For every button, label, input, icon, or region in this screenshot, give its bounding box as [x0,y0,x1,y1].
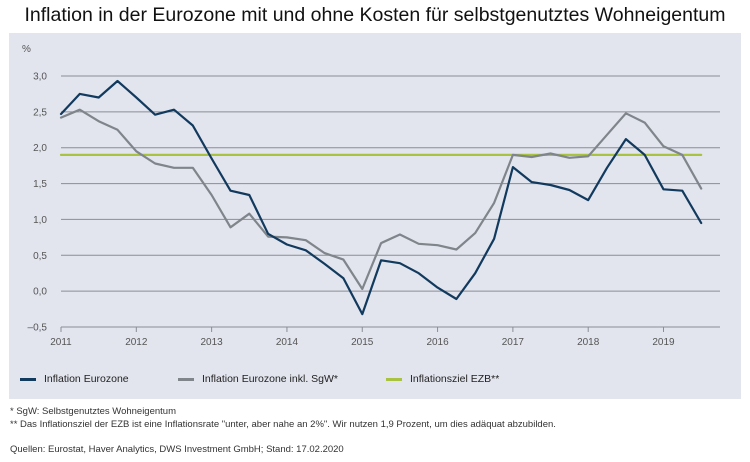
y-tick-label: 1,0 [33,215,47,226]
y-tick-label: 3,0 [33,72,47,83]
legend-label: Inflation Eurozone inkl. SgW* [202,373,338,385]
x-tick-label: 2014 [276,337,299,348]
legend-label: Inflationsziel EZB** [410,373,500,385]
y-tick-label: 2,5 [33,107,47,118]
x-tick-label: 2012 [125,337,148,348]
y-axis-unit: % [22,44,31,55]
x-tick-label: 2019 [652,337,675,348]
y-tick-label: 0,0 [33,287,47,298]
legend-swatch-gray [178,377,194,381]
legend-swatch-green [386,377,402,381]
legend-item-target: Inflationsziel EZB** [386,373,499,385]
legend-swatch-navy [20,377,36,381]
x-tick-label: 2017 [502,337,525,348]
y-tick-label: 2,0 [33,143,47,154]
footnote-1: * SgW: Selbstgenutztes Wohneigentum [10,406,176,417]
legend-item-inflation: Inflation Eurozone [20,373,129,385]
footnotes: * SgW: Selbstgenutztes Wohneigentum ** D… [10,405,745,431]
y-tick-label: –0,5 [28,323,48,334]
series-line-inflation [59,79,703,316]
y-tick-label: 1,5 [33,179,47,190]
x-tick-label: 2013 [201,337,224,348]
y-tick-label: 0,5 [33,251,47,262]
footnote-2: ** Das Inflationsziel der EZB ist eine I… [10,419,556,430]
x-tick-label: 2018 [577,337,600,348]
legend-label: Inflation Eurozone [44,373,129,385]
legend-item-inflation-sgw: Inflation Eurozone inkl. SgW* [178,373,338,385]
chart-title: Inflation in der Eurozone mit und ohne K… [24,4,726,26]
source-note: Quellen: Eurostat, Haver Analytics, DWS … [10,444,344,455]
x-tick-label: 2015 [351,337,374,348]
series-line-inflation-sgw [59,108,703,291]
x-tick-label: 2016 [426,337,449,348]
x-tick-label: 2011 [50,337,72,348]
legend: Inflation Eurozone Inflation Eurozone in… [20,373,740,391]
